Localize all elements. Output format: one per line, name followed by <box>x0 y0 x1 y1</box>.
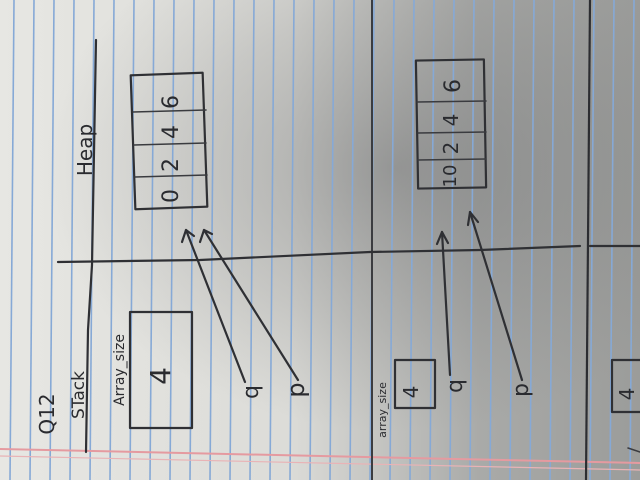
heap-cell-value: 6 <box>441 79 466 93</box>
array-size-label: array_size <box>376 382 389 438</box>
stack-label: STack <box>69 371 89 419</box>
heap-array-box <box>414 58 488 190</box>
ruled-line <box>289 0 295 480</box>
array-size-value: 4 <box>615 388 639 401</box>
pointer-p-label: p <box>282 382 310 397</box>
pointer-q-arrow <box>440 230 452 377</box>
ruled-line <box>449 0 455 480</box>
ruled-line <box>209 0 215 480</box>
ruled-line <box>529 0 535 480</box>
diagram-1: 6 4 2 0 Heap STack Q12 Array_size 4 q p <box>35 38 372 454</box>
ruled-line <box>489 0 495 480</box>
ruled-line <box>389 0 395 480</box>
heap-cell-value: 2 <box>159 158 184 172</box>
margin-line-faint <box>0 455 640 471</box>
diagram-3: 4 <box>588 244 640 453</box>
stack-heap-divider-2 <box>368 244 582 254</box>
ruled-line <box>509 0 515 480</box>
heap-cell-value: 6 <box>159 95 184 109</box>
heap-array-2: 6 4 2 10 <box>414 58 488 190</box>
ruled-line <box>229 0 235 480</box>
ruled-line <box>109 0 115 480</box>
array-size-box <box>610 358 640 414</box>
arrowhead <box>198 228 214 244</box>
ruled-line <box>29 0 35 480</box>
ruled-line <box>49 0 55 480</box>
ruled-line <box>569 0 575 480</box>
heap-array-box <box>129 71 209 211</box>
pointer-q-arrow <box>184 228 247 384</box>
heap-cell-divider <box>417 158 487 161</box>
heap-cell-value: 4 <box>439 114 463 127</box>
arrowhead <box>466 210 480 227</box>
ruled-line <box>349 0 355 480</box>
heap-array-1: 6 4 2 0 <box>129 71 209 211</box>
array-size-value: 4 <box>399 386 423 399</box>
diagram-2: 6 4 2 10 array_size 4 q p <box>368 58 582 438</box>
heap-cell-divider <box>416 100 487 103</box>
heap-cell-divider <box>133 142 207 146</box>
heap-cell-divider <box>417 131 487 134</box>
arrowhead <box>435 230 450 246</box>
pointer-p-arrow <box>202 228 300 382</box>
ruled-line <box>589 0 595 480</box>
stack-heap-divider <box>56 250 372 264</box>
array-size-label: Array_size <box>112 334 128 406</box>
arrowhead <box>180 228 196 244</box>
stray-mark <box>627 447 640 453</box>
array-size-box <box>393 358 437 410</box>
ruled-line <box>9 0 15 480</box>
heap-cell-divider <box>134 174 208 178</box>
ruled-line <box>469 0 475 480</box>
ruled-line <box>269 0 275 480</box>
heap-cell-value: 10 <box>440 165 461 188</box>
ruled-line <box>609 0 615 480</box>
ruled-line <box>429 0 435 480</box>
ruled-line <box>549 0 555 480</box>
ruled-line <box>249 0 255 480</box>
ruled-line <box>309 0 315 480</box>
heap-label: Heap <box>73 124 97 176</box>
ruled-line <box>189 0 195 480</box>
ruled-line <box>329 0 335 480</box>
heap-cell-value: 2 <box>439 142 463 155</box>
question-label: Q12 <box>35 393 59 434</box>
array-size-value: 4 <box>144 367 177 385</box>
array-size-box <box>128 310 194 430</box>
page-divider-2 <box>584 0 592 480</box>
pointer-p-arrow <box>468 210 524 382</box>
pointer-p-label: p <box>509 383 534 397</box>
pointer-q-label: q <box>239 385 264 399</box>
stack-heap-vertical-line <box>84 38 98 454</box>
heap-cell-value: 4 <box>159 125 184 139</box>
ruled-line <box>409 0 415 480</box>
pointer-q-label: q <box>443 379 468 393</box>
heap-cell-value: 0 <box>159 189 184 203</box>
ruled-line <box>629 0 635 480</box>
ruled-line <box>69 0 75 480</box>
heap-cell-divider <box>132 109 207 113</box>
ruled-line <box>169 0 175 480</box>
ruled-line <box>149 0 155 480</box>
